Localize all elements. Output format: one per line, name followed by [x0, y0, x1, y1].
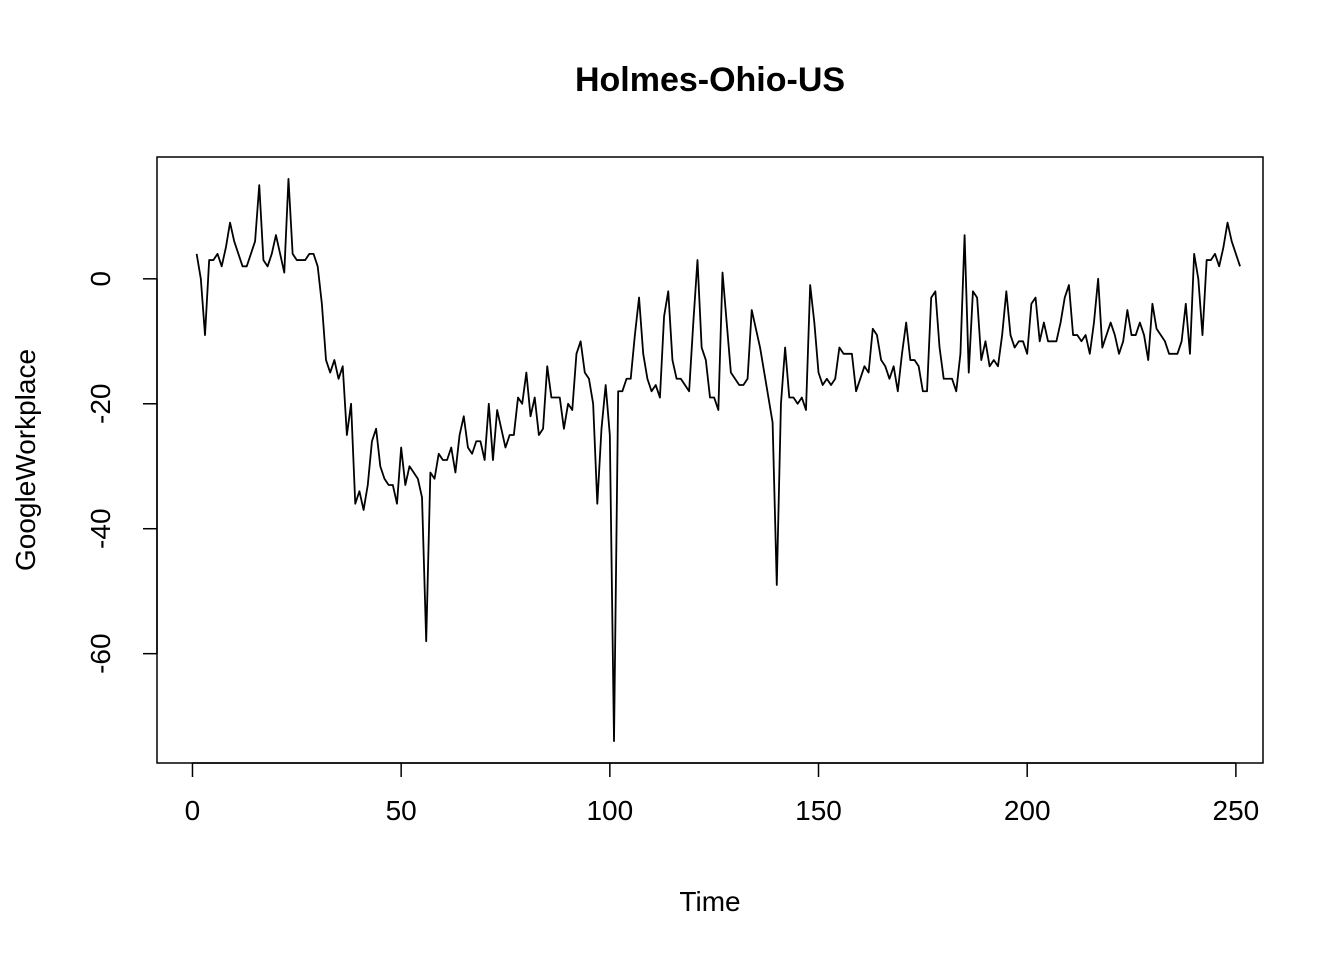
y-tick-label: -20	[85, 384, 116, 424]
chart-title: Holmes-Ohio-US	[575, 61, 845, 99]
y-axis: -60 -40 -20 0	[85, 271, 158, 674]
x-tick-label: 50	[386, 795, 417, 826]
x-tick-label: 150	[795, 795, 842, 826]
x-tick-label: 200	[1004, 795, 1051, 826]
y-tick-label: 0	[85, 271, 116, 287]
x-axis-label: Time	[679, 886, 740, 917]
series-line	[195, 177, 1241, 743]
x-tick-label: 0	[185, 795, 201, 826]
x-axis: 0 50 100 150 200 250	[185, 762, 1260, 826]
x-tick-label: 250	[1213, 795, 1260, 826]
y-tick-label: -40	[85, 508, 116, 548]
y-tick-label: -60	[85, 633, 116, 673]
y-axis-label: GoogleWorkplace	[10, 349, 41, 571]
x-tick-label: 100	[586, 795, 633, 826]
plot-area-border	[156, 156, 1264, 764]
